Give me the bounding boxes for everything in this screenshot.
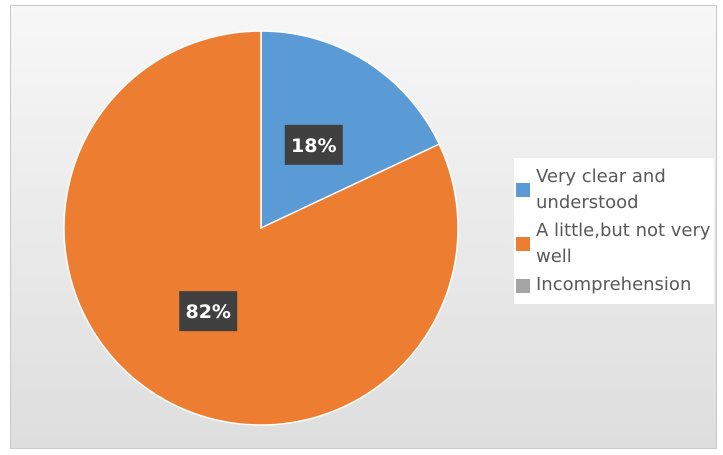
legend-item-a-little: A little,but not very well (516, 218, 712, 270)
pie-slice-a-little (63, 30, 459, 426)
data-label-box-a-little (179, 291, 238, 332)
data-label-box-very-clear (284, 124, 343, 165)
data-label-a-little: 82% (179, 291, 238, 332)
pie-slices (63, 30, 459, 426)
legend-label-a-little: A little,but not very well (536, 220, 711, 267)
data-label-text-very-clear: 18% (291, 135, 336, 157)
chart-area: 18% 82% Very clear and understood A littl… (10, 5, 717, 449)
pie-chart: 18% 82% (63, 30, 459, 426)
legend-swatch-very-clear (516, 183, 530, 197)
chart-legend: Very clear and understood A little,but n… (514, 158, 714, 304)
legend-label-incomprehension: Incomprehension (536, 274, 692, 295)
legend-item-very-clear: Very clear and understood (516, 164, 712, 216)
pie-slice-very-clear (260, 30, 441, 230)
data-label-very-clear: 18% (284, 124, 343, 165)
legend-swatch-a-little (516, 237, 530, 251)
legend-item-incomprehension: Incomprehension (516, 272, 712, 298)
legend-label-very-clear: Very clear and understood (536, 166, 666, 213)
data-label-text-a-little: 82% (185, 301, 230, 323)
pie-data-labels: 18% 82% (179, 124, 343, 332)
legend-swatch-incomprehension (516, 279, 530, 293)
